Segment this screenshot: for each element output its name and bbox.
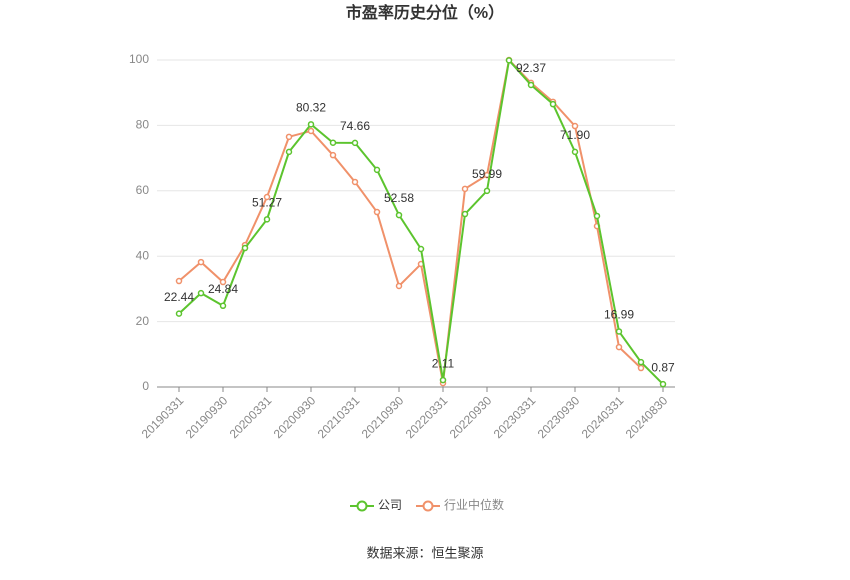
series-line	[178, 58, 664, 385]
data-label: 59.99	[472, 167, 502, 181]
data-point	[615, 343, 623, 351]
data-point	[197, 258, 205, 266]
data-point	[461, 185, 469, 193]
x-tick-label: 20200331	[227, 393, 275, 441]
data-label: 51.27	[252, 196, 282, 210]
data-point	[395, 282, 403, 290]
series-line	[178, 57, 642, 384]
data-point	[307, 121, 315, 128]
data-point	[329, 139, 337, 146]
data-label: 2.11	[432, 356, 455, 370]
data-point	[571, 148, 579, 156]
data-point	[307, 127, 315, 135]
data-label: 80.32	[296, 101, 326, 115]
data-point	[263, 216, 271, 223]
x-tick-label: 20190331	[139, 393, 187, 441]
y-tick-label: 40	[136, 248, 150, 262]
data-point	[395, 211, 403, 219]
data-point	[615, 328, 623, 335]
data-point	[263, 193, 271, 201]
chart-title: 市盈率历史分位（%）	[346, 3, 504, 22]
data-point	[527, 81, 535, 89]
data-point	[505, 57, 513, 64]
data-label: 71.90	[560, 128, 590, 142]
data-point	[197, 289, 205, 297]
x-tick-label: 20230930	[535, 393, 583, 441]
source-note: 数据来源：恒生聚源	[366, 545, 483, 560]
x-tick-label: 20240830	[623, 393, 671, 441]
x-tick-label: 20220930	[447, 393, 495, 441]
data-point	[461, 210, 469, 218]
x-tick-label: 20190930	[183, 393, 231, 441]
data-point	[571, 122, 579, 130]
legend-label[interactable]: 行业中位数	[444, 497, 504, 512]
data-point	[637, 358, 645, 366]
data-point	[219, 278, 227, 286]
data-point	[417, 245, 425, 253]
data-point	[483, 187, 491, 195]
data-point	[285, 148, 293, 156]
x-tick-label: 20230331	[491, 393, 539, 441]
data-point	[329, 151, 337, 159]
data-label: 24.84	[208, 282, 238, 296]
data-label: 92.37	[516, 61, 546, 75]
data-point	[549, 100, 557, 108]
x-tick-label: 20210331	[315, 393, 363, 441]
legend-marker[interactable]	[422, 500, 434, 512]
data-point	[637, 364, 645, 372]
data-point	[175, 310, 183, 317]
data-point	[351, 178, 359, 186]
data-point	[219, 302, 227, 310]
data-point	[373, 166, 381, 174]
y-tick-label: 80	[136, 118, 150, 132]
data-label: 52.58	[384, 191, 414, 205]
x-tick-label: 20240331	[579, 393, 627, 441]
x-tick-label: 20220331	[403, 393, 451, 441]
data-point	[285, 133, 293, 141]
data-point	[241, 244, 249, 252]
data-label: 0.87	[651, 360, 675, 374]
data-label: 22.44	[164, 290, 194, 304]
x-tick-label: 20200930	[271, 393, 319, 441]
data-label: 74.66	[340, 119, 370, 133]
data-point	[373, 208, 381, 216]
y-tick-label: 60	[136, 183, 150, 197]
legend-label[interactable]: 公司	[378, 498, 402, 512]
x-tick-label: 20210930	[359, 393, 407, 441]
y-tick-label: 20	[136, 314, 150, 328]
data-point	[659, 380, 667, 388]
y-tick-label: 100	[129, 52, 149, 66]
data-point	[593, 212, 601, 220]
y-tick-label: 0	[142, 379, 149, 393]
data-point	[439, 376, 447, 384]
legend-marker[interactable]	[356, 500, 368, 512]
data-point	[175, 277, 183, 285]
data-label: 16.99	[604, 308, 634, 322]
data-point	[351, 139, 359, 147]
